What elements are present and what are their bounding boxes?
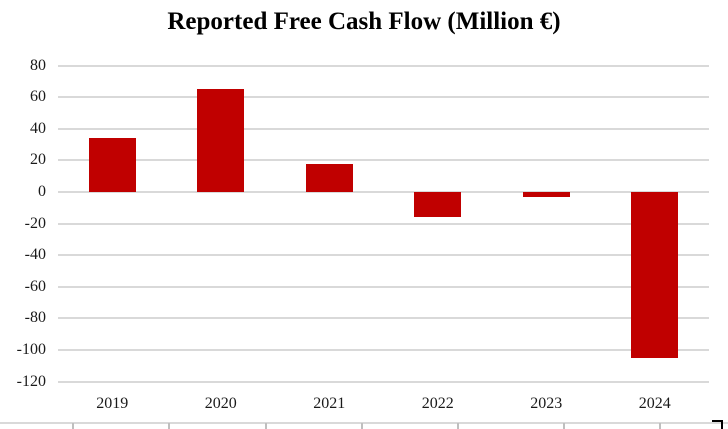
x-tick-label-2019: 2019 [96, 395, 129, 412]
x-tick-label-2023: 2023 [530, 395, 563, 412]
cutoff-corner-glyph [712, 420, 723, 422]
bar-2024[interactable] [631, 192, 679, 358]
y-tick-label: 0 [38, 183, 46, 200]
cutoff-tick [361, 423, 363, 429]
gridline-60 [58, 96, 709, 99]
gridline--120 [58, 380, 709, 383]
gridline-0 [58, 191, 709, 193]
bar-2022[interactable] [414, 192, 462, 218]
y-tick-label: 60 [30, 88, 46, 106]
bar-2021[interactable] [305, 163, 353, 192]
chart-title: Reported Free Cash Flow (Million €) [167, 8, 561, 35]
bar-2019[interactable] [88, 138, 136, 192]
y-tick-label: -20 [24, 214, 46, 232]
y-tick-label: -80 [24, 309, 46, 327]
gridline-80 [58, 64, 709, 67]
bar-2020[interactable] [197, 89, 245, 192]
cutoff-tick [265, 423, 267, 429]
cutoff-tick [72, 423, 74, 429]
gridline--20 [58, 222, 709, 225]
gridline--60 [58, 285, 709, 288]
y-tick-label: -60 [24, 277, 46, 295]
gridline--100 [58, 349, 709, 351]
bar-2023[interactable] [522, 192, 570, 197]
gridline-40 [58, 127, 709, 130]
x-tick-label-2024: 2024 [638, 395, 671, 412]
y-tick-label: 80 [30, 56, 46, 74]
y-tick-label: 20 [30, 151, 46, 169]
cutoff-corner-glyph [721, 420, 723, 429]
cutoff-element-border-below-chart [0, 422, 728, 424]
gridline-20 [58, 159, 709, 162]
y-tick-label: -100 [16, 341, 46, 358]
cutoff-tick [457, 423, 459, 429]
x-tick-label-2022: 2022 [421, 395, 454, 412]
y-tick-label: -40 [24, 246, 46, 264]
y-tick-label: 40 [30, 119, 46, 137]
gridline--80 [58, 317, 709, 320]
x-tick-label-2021: 2021 [313, 395, 346, 412]
y-tick-label: -120 [16, 372, 46, 390]
cutoff-tick [168, 423, 170, 429]
x-tick-label-2020: 2020 [204, 395, 237, 412]
cutoff-tick [659, 423, 661, 429]
gridline--40 [58, 254, 709, 257]
cutoff-tick [563, 423, 565, 429]
